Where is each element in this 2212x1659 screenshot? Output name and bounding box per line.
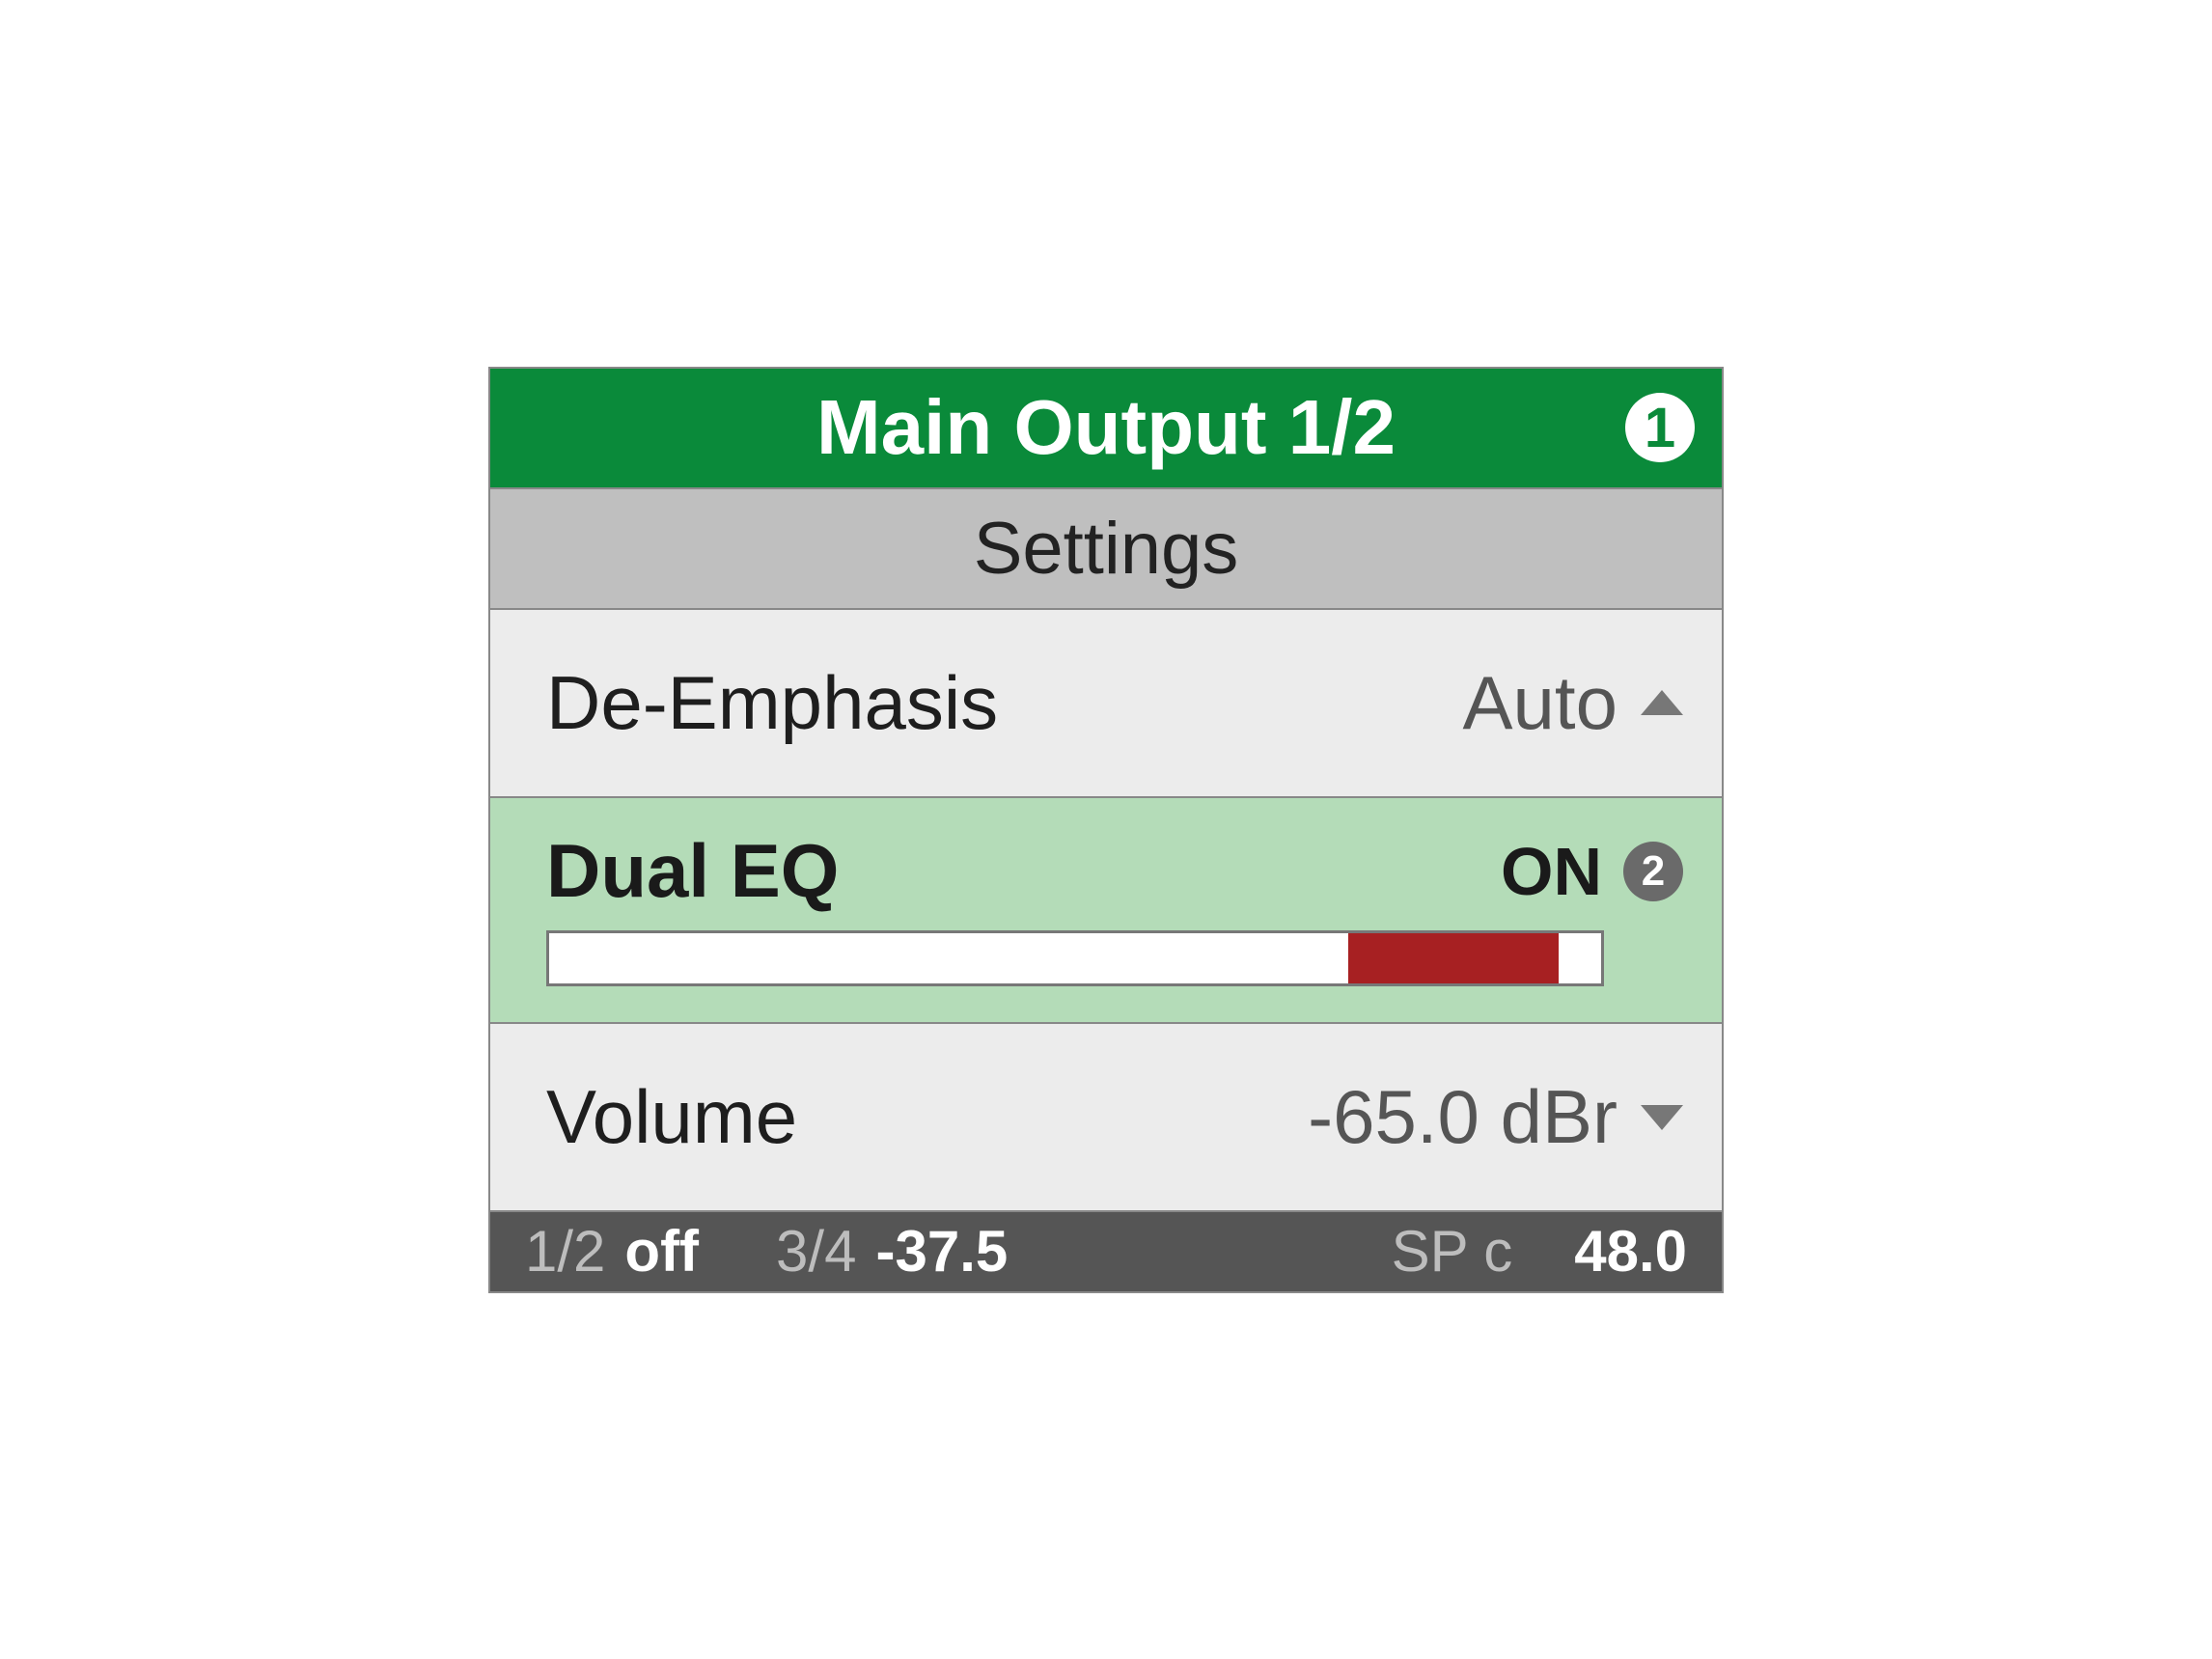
device-screen: Main Output 1/2 1 Settings De-Emphasis A… [488,367,1724,1293]
row-label: De-Emphasis [546,659,1463,747]
section-title: Settings [974,507,1239,591]
title-bar: Main Output 1/2 1 [490,369,1722,489]
chevron-up-icon [1641,690,1683,715]
status-a-label: 1/2 [525,1218,605,1285]
status-a-value: off [624,1218,699,1285]
step-badge: 2 [1623,842,1683,901]
status-bar: 1/2 off 3/4 -37.5 SP c 48.0 [490,1212,1722,1290]
row-value: Auto [1463,659,1683,747]
dual-eq-slider[interactable] [546,930,1604,986]
row-dual-eq[interactable]: Dual EQ ON 2 [490,798,1722,1025]
chevron-down-icon [1641,1105,1683,1130]
header-badge: 1 [1625,393,1695,462]
page-title: Main Output 1/2 [816,383,1396,472]
row-deemphasis[interactable]: De-Emphasis Auto [490,610,1722,798]
row-value: -65.0 dBr [1308,1073,1683,1161]
status-c-value: 48.0 [1574,1218,1687,1285]
row-value: ON 2 [1501,833,1683,910]
row-label: Dual EQ [546,827,1501,915]
status-b-label: 3/4 [776,1218,856,1285]
slider-fill [1348,933,1559,983]
status-c-label: SP c [1392,1218,1513,1285]
row-label: Volume [546,1073,1308,1161]
section-header: Settings [490,489,1722,610]
row-volume[interactable]: Volume -65.0 dBr [490,1024,1722,1212]
status-b-value: -37.5 [875,1218,1008,1285]
